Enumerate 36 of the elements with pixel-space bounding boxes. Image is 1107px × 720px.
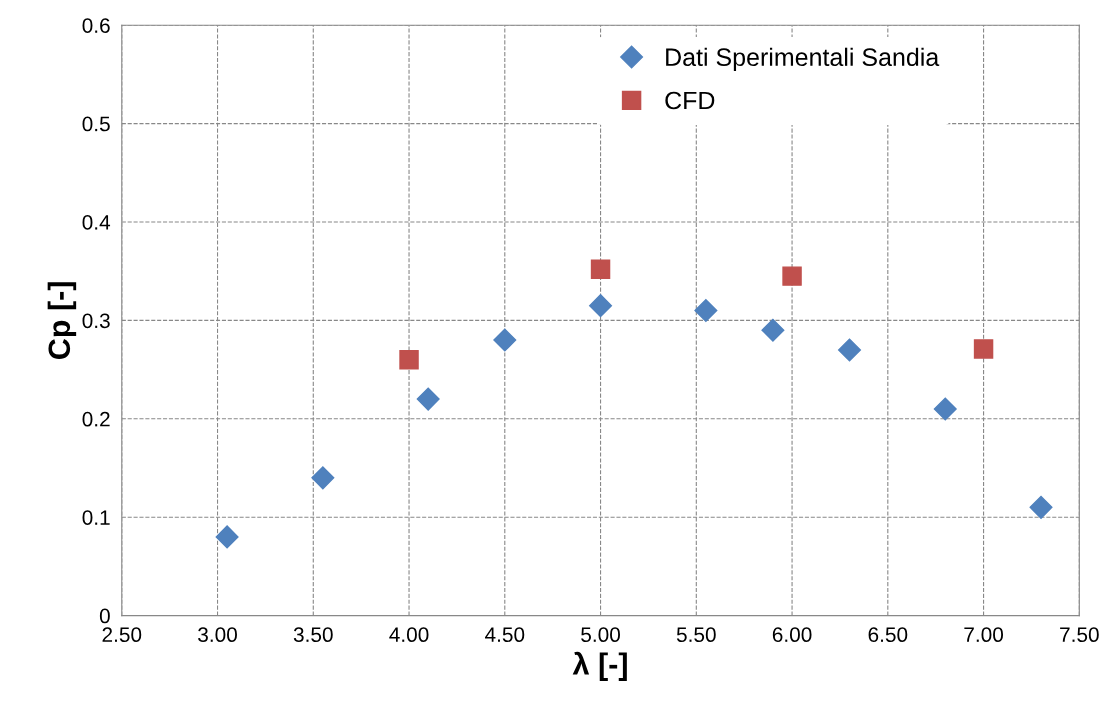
point [838, 338, 862, 362]
y-tick-label: 0.4 [82, 215, 111, 230]
y-tick-label: 0.5 [82, 116, 110, 132]
point [493, 328, 517, 352]
x-tick-label: 4.00 [389, 627, 429, 643]
point [215, 525, 239, 549]
x-tick-label: 2.50 [102, 627, 142, 643]
point [589, 294, 613, 318]
point [782, 266, 802, 286]
x-tick-label: 7.50 [1060, 627, 1099, 643]
y-tick-label: 0.6 [82, 18, 110, 33]
y-tick-label: 0 [99, 608, 110, 624]
y-axis-title: Cp [-] [47, 282, 77, 360]
y-tick-label: 0.1 [82, 510, 110, 525]
point [311, 466, 335, 490]
legend-label: CFD [665, 91, 715, 110]
x-tick-label: 3.50 [293, 627, 333, 643]
x-axis-title: λ [-] [572, 651, 627, 681]
x-tick-label: 4.50 [485, 627, 525, 643]
point [973, 339, 994, 359]
point [933, 397, 957, 421]
y-tick-label: 0.3 [82, 313, 110, 329]
point [761, 318, 785, 342]
point [694, 299, 718, 323]
x-tick-label: 5.50 [676, 627, 716, 643]
x-tick-label: 6.00 [772, 627, 812, 643]
x-tick-label: 6.50 [868, 627, 908, 643]
point [399, 350, 419, 370]
legend-label: Dati Sperimentali Sandia [666, 47, 940, 71]
x-tick-label: 5.00 [581, 627, 621, 643]
x-tick-label: 3.00 [198, 627, 237, 643]
point [590, 259, 611, 279]
point [1029, 495, 1053, 519]
point [416, 387, 440, 411]
y-tick-label: 0.2 [82, 411, 110, 427]
x-tick-label: 7.00 [964, 627, 1004, 643]
